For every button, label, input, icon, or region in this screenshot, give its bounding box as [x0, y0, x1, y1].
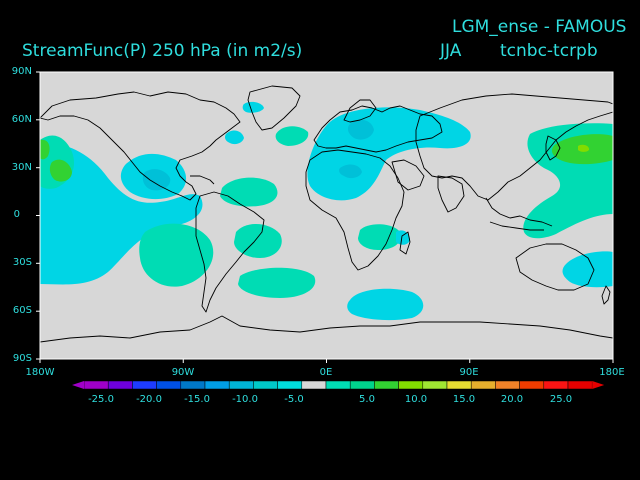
colorbar-swatch — [180, 380, 206, 390]
lon-ticks — [39, 359, 614, 363]
anomaly-region-southern-ocean — [347, 288, 424, 321]
lat-tick-label: 0 — [13, 209, 20, 220]
coastline-scandinavia — [343, 99, 377, 123]
colorbar-swatch — [374, 380, 399, 390]
anomaly-region-west-pacific-edge — [40, 139, 50, 160]
colorbar — [72, 380, 605, 390]
colorbar-swatch — [253, 380, 278, 390]
colorbar-swatch — [543, 380, 569, 390]
coastline-south-america — [195, 191, 265, 313]
colorbar-swatch — [156, 380, 182, 390]
coastline-madagascar — [399, 231, 411, 255]
colorbar-label: -25.0 — [88, 394, 114, 405]
colorbar-label: 5.0 — [359, 394, 375, 405]
coastline-africa — [305, 149, 405, 271]
colorbar-arrow-right — [592, 381, 605, 389]
colorbar-label: 20.0 — [500, 394, 524, 405]
colorbar-swatch — [277, 380, 303, 390]
colorbar-label: 10.0 — [404, 394, 428, 405]
coastline-north-america — [40, 91, 241, 201]
coastline-india — [437, 175, 465, 213]
coastline-arabia — [391, 159, 425, 191]
coastline-antarctica — [40, 315, 613, 343]
anomaly-region-pacific-east — [40, 143, 203, 285]
experiment-label: tcnbc-tcrpb — [500, 41, 598, 61]
lat-ticks — [36, 71, 40, 360]
colorbar-swatch — [519, 380, 545, 390]
anomaly-region-central-africa-edge — [396, 230, 410, 245]
coastline-greenland — [247, 85, 301, 131]
lon-tick-label: 180W — [25, 367, 55, 378]
anomaly-region-tropical-atlantic — [220, 177, 278, 207]
lat-tick-label: 60N — [11, 114, 32, 125]
lat-tick-label: 90S — [12, 353, 32, 364]
colorbar-swatch — [228, 380, 254, 390]
colorbar-label: -10.0 — [232, 394, 258, 405]
colorbar-swatch — [132, 380, 157, 390]
colorbar-label: 15.0 — [452, 394, 476, 405]
anomaly-region-north-pacific-center — [578, 144, 590, 152]
coastline-europe — [313, 105, 443, 153]
colorbar-swatch — [398, 380, 424, 390]
anomaly-region-sahara-core — [339, 164, 362, 179]
lon-tick-label: 90W — [171, 367, 195, 378]
anomaly-region-mexico-core — [142, 169, 171, 191]
colorbar-label: 25.0 — [549, 394, 573, 405]
anomaly-region-central-africa — [358, 224, 401, 250]
lat-tick-label: 90N — [11, 66, 32, 77]
colorbar-swatch — [83, 380, 109, 390]
coastline-japan — [545, 135, 561, 161]
coastline-southeast-asia — [485, 197, 553, 227]
colorbar-swatch — [495, 380, 520, 390]
title-right: LGM_ense - FAMOUS — [452, 17, 627, 37]
anomaly-region-labrador — [224, 130, 244, 145]
lat-tick-label: 30N — [11, 162, 32, 173]
colorbar-swatch — [349, 380, 375, 390]
coastline-indonesia — [489, 221, 544, 231]
colorbar-swatch — [204, 380, 230, 390]
anomaly-region-north-atlantic — [275, 126, 309, 146]
coastline-australia — [515, 243, 595, 291]
colorbar-arrow-left — [72, 381, 84, 389]
coastline-caribbean — [190, 175, 215, 185]
lat-tick-label: 60S — [12, 305, 32, 316]
coastline-new-zealand — [601, 285, 611, 305]
colorbar-swatch — [470, 380, 496, 390]
colorbar-swatch — [325, 380, 351, 390]
colorbar-swatch — [567, 380, 593, 390]
anomaly-region-west-pacific-core — [49, 159, 72, 182]
coastline-asia — [415, 93, 613, 201]
season-label: JJA — [440, 41, 462, 61]
anomaly-region-alaska — [242, 101, 264, 113]
colorbar-label: -5.0 — [284, 394, 304, 405]
anomaly-region-south-atlantic — [238, 267, 316, 298]
page-title: StreamFunc(P) 250 hPa (in m2/s) — [22, 41, 303, 61]
coastlines — [40, 85, 613, 343]
lon-tick-label: 90E — [459, 367, 479, 378]
colorbar-swatch — [422, 380, 448, 390]
colorbar-swatch — [446, 380, 472, 390]
colorbar-swatch — [107, 380, 133, 390]
anomaly-region-europe-core — [347, 119, 374, 140]
colorbar-label: -20.0 — [136, 394, 162, 405]
lat-tick-label: 30S — [12, 257, 32, 268]
lon-tick-label: 180E — [599, 367, 625, 378]
colorbar-label: -15.0 — [184, 394, 210, 405]
anomaly-region-south-pacific — [139, 223, 214, 287]
colorbar-swatch — [301, 380, 327, 390]
anomaly-region-australia — [562, 251, 613, 288]
lon-tick-label: 0E — [319, 367, 333, 378]
